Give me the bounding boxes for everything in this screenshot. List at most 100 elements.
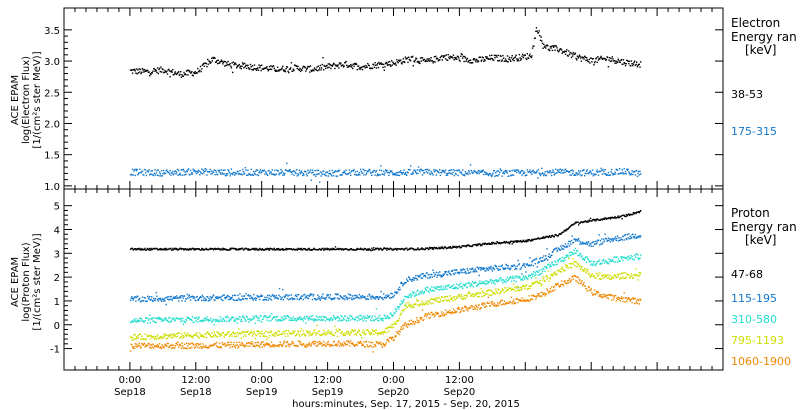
- data-point: [183, 248, 186, 250]
- data-point: [511, 55, 513, 57]
- data-point: [316, 319, 318, 321]
- data-point: [546, 267, 548, 269]
- data-point: [369, 319, 372, 321]
- data-point: [531, 275, 534, 278]
- data-point: [233, 299, 235, 301]
- data-point: [325, 67, 327, 70]
- data-point: [525, 271, 527, 273]
- data-point: [569, 266, 571, 269]
- data-point: [231, 172, 233, 175]
- data-point: [253, 68, 255, 70]
- data-point: [486, 268, 488, 271]
- data-point: [160, 320, 163, 322]
- data-point: [228, 249, 231, 251]
- data-point: [296, 175, 298, 177]
- data-point: [436, 276, 438, 278]
- data-point: [519, 172, 521, 174]
- data-point: [427, 59, 430, 61]
- data-point: [228, 320, 231, 322]
- data-point: [576, 239, 578, 241]
- data-point: [388, 330, 390, 332]
- data-point: [495, 174, 497, 177]
- data-point: [277, 247, 279, 250]
- data-point: [255, 297, 258, 300]
- data-point: [133, 297, 136, 299]
- data-point: [190, 342, 192, 344]
- data-point: [594, 264, 596, 267]
- data-point: [223, 173, 225, 175]
- data-point: [301, 174, 304, 177]
- data-point: [513, 288, 515, 291]
- data-point: [187, 317, 190, 319]
- data-point: [489, 172, 492, 175]
- data-point: [319, 319, 322, 321]
- data-point: [545, 174, 548, 177]
- data-point: [543, 259, 546, 261]
- data-point: [261, 248, 264, 250]
- data-point: [531, 261, 533, 263]
- data-point: [271, 169, 273, 171]
- data-point: [378, 319, 380, 322]
- data-point: [430, 247, 432, 249]
- data-point: [341, 330, 343, 333]
- data-point: [347, 333, 349, 335]
- data-point: [537, 32, 540, 34]
- data-point: [516, 285, 518, 288]
- data-point: [309, 65, 312, 67]
- data-point: [189, 247, 191, 250]
- data-point: [635, 212, 637, 215]
- data-point: [357, 315, 359, 318]
- data-point: [620, 257, 623, 260]
- data-point: [583, 269, 585, 271]
- data-point: [178, 346, 180, 348]
- data-point: [223, 320, 225, 322]
- data-point: [448, 247, 451, 249]
- data-point: [413, 279, 415, 281]
- data-point: [361, 68, 364, 71]
- data-point: [570, 243, 572, 245]
- data-point: [385, 247, 387, 250]
- data-point: [369, 296, 372, 298]
- data-point: [239, 332, 241, 334]
- data-point: [429, 276, 432, 278]
- data-point: [261, 332, 264, 335]
- data-point: [456, 297, 459, 299]
- data-point: [497, 54, 499, 56]
- data-point: [542, 47, 544, 49]
- data-point: [185, 334, 187, 336]
- data-point: [203, 65, 206, 67]
- data-point: [572, 252, 574, 254]
- data-point: [290, 67, 292, 69]
- data-point: [558, 169, 560, 171]
- data-point: [466, 294, 468, 297]
- data-point: [268, 297, 270, 299]
- data-point: [282, 69, 285, 71]
- data-point: [442, 170, 444, 173]
- data-point: [384, 331, 386, 334]
- data-point: [426, 247, 428, 249]
- data-point: [311, 333, 314, 335]
- data-point: [305, 334, 307, 337]
- data-point: [638, 275, 640, 277]
- data-point: [268, 65, 271, 68]
- data-point: [417, 247, 419, 249]
- data-point: [594, 243, 596, 245]
- data-point: [458, 169, 461, 172]
- data-point: [573, 249, 575, 251]
- data-point: [390, 296, 393, 299]
- data-point: [277, 318, 279, 321]
- data-point: [458, 245, 461, 247]
- data-point: [463, 297, 465, 299]
- data-point: [536, 270, 538, 273]
- data-point: [281, 296, 283, 299]
- data-point: [380, 165, 382, 167]
- data-point: [156, 295, 158, 297]
- data-point: [249, 63, 252, 66]
- data-point: [424, 274, 426, 276]
- data-point: [533, 258, 536, 261]
- data-point: [430, 57, 432, 59]
- data-point: [599, 272, 601, 274]
- data-point: [303, 332, 305, 334]
- data-point: [500, 169, 503, 172]
- data-point: [535, 30, 537, 32]
